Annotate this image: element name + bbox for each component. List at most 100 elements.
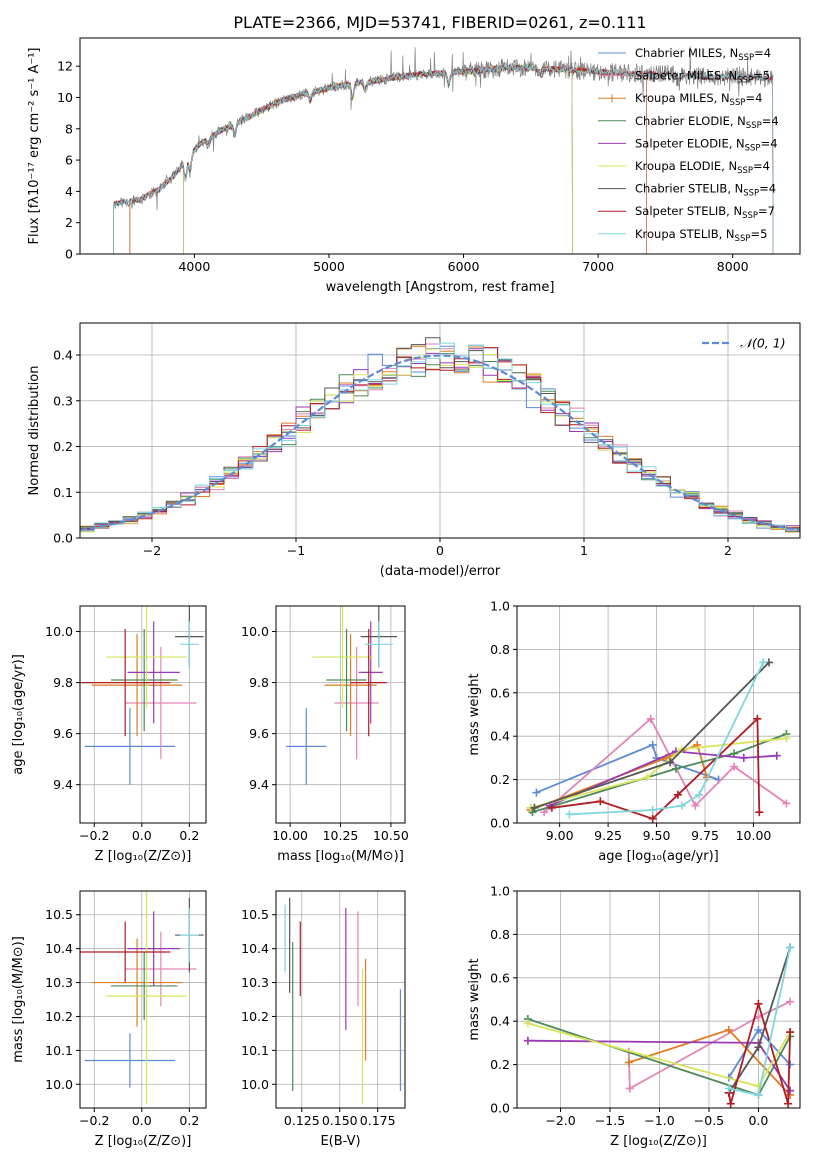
x-tick-label: 0.150 xyxy=(322,1113,358,1128)
axes-frame: −0.2 0.0 0.2 10.0 10.1 10.2 10.3 10.4 10.5 Z [log… xyxy=(11,890,207,1149)
y-tick-label: 10.1 xyxy=(241,1043,269,1058)
weight-marker xyxy=(724,1084,733,1093)
legend-label: 𝒩(0, 1) xyxy=(740,336,786,351)
y-tick-label: 10.2 xyxy=(241,1009,269,1024)
y-tick-label: 9.8 xyxy=(53,675,73,690)
spectrum-line xyxy=(183,64,573,254)
weight-marker xyxy=(691,801,700,810)
axes-frame: 4000 5000 6000 7000 8000 0 2 4 6 8 10 12 wavelength … xyxy=(27,37,801,295)
plot-area xyxy=(80,606,204,785)
legend-value: =4 xyxy=(754,46,771,60)
y-tick-label: 10 xyxy=(57,90,73,105)
y-tick-label: 9.6 xyxy=(53,726,73,741)
weight-marker xyxy=(754,1043,763,1052)
y-tick-label: 10.0 xyxy=(45,624,73,639)
x-tick-label: 0.0 xyxy=(132,828,152,843)
axes-frame: 9.00 9.25 9.50 9.75 10.00 0.0 0.2 0.4 0.6 0.8 1.0 a… xyxy=(467,599,801,864)
weight-marker xyxy=(730,762,739,771)
x-axis-label: Z [log₁₀(Z/Z⊙)] xyxy=(610,1134,707,1149)
spectrum-line xyxy=(129,64,647,254)
weight-marker xyxy=(786,1028,795,1037)
y-tick-label: 0.2 xyxy=(490,772,510,787)
x-tick-label: 10.50 xyxy=(373,828,409,843)
weight-marker xyxy=(648,740,657,749)
legend-subscript: SSP xyxy=(730,98,746,108)
x-tick-label: 10.00 xyxy=(736,828,772,843)
legend-subscript: SSP xyxy=(737,166,753,176)
weight-marker xyxy=(753,714,762,723)
y-tick-label: 0.3 xyxy=(53,393,73,408)
axes-box xyxy=(79,890,207,1109)
axes-frame: −2 −1 0 1 2 0.0 0.1 0.2 0.3 0.4 (data-model)/error… xyxy=(27,322,801,579)
legend-value: =7 xyxy=(758,204,775,218)
legend-value: =4 xyxy=(761,136,778,150)
weight-line xyxy=(534,661,770,809)
x-axis-label: wavelength [Angstrom, rest frame] xyxy=(326,280,555,295)
legend-subscript: SSP xyxy=(735,234,751,244)
y-tick-label: 0.0 xyxy=(53,531,73,546)
y-tick-label: 10.0 xyxy=(45,1077,73,1092)
histogram-steps xyxy=(80,342,800,538)
axes-frame: −2.0 −1.5 −1.0 −0.5 0.0 0.0 0.2 0.4 0.6 0.8 1.0 Z [… xyxy=(467,884,801,1149)
legend-label: Chabrier MILES, NSSP=4 xyxy=(635,46,771,63)
x-tick-label: −1.0 xyxy=(644,1113,674,1128)
x-axis-label: E(B-V) xyxy=(320,1134,360,1149)
weight-marker xyxy=(724,1025,733,1034)
y-tick-label: 12 xyxy=(57,59,73,74)
weight-marker xyxy=(523,1036,532,1045)
age-vs-mass-panel: 10.00 10.25 10.50 9.4 9.6 9.8 10.0 mass [log₁₀(… xyxy=(241,605,409,864)
weight-marker xyxy=(625,1084,634,1093)
axes-box xyxy=(79,605,207,824)
x-tick-label: 2 xyxy=(724,543,732,558)
legend-label: Salpeter STELIB, NSSP=7 xyxy=(635,204,775,221)
spectrum-panel: 4000 5000 6000 7000 8000 0 2 4 6 8 10 12 wavelength … xyxy=(27,37,801,295)
weight-line xyxy=(627,1000,791,1091)
x-axis-label: Z [log₁₀(Z/Z⊙)] xyxy=(95,849,192,864)
x-axis-label: Z [log₁₀(Z/Z⊙)] xyxy=(95,1134,192,1149)
weight-marker xyxy=(671,764,680,773)
y-tick-label: 9.8 xyxy=(249,675,269,690)
legend-subscript: SSP xyxy=(745,143,761,153)
x-axis-label: (data-model)/error xyxy=(380,564,501,579)
y-tick-label: 0.1 xyxy=(53,485,73,500)
legend-subscript: SSP xyxy=(746,121,762,131)
weight-line xyxy=(728,947,791,1094)
weight-line xyxy=(527,1039,791,1092)
gaussian-curve xyxy=(80,354,800,532)
y-axis-label: age [log₁₀(age/yr)] xyxy=(11,654,26,775)
spectrum-line xyxy=(129,64,647,254)
y-tick-label: 10.1 xyxy=(45,1043,73,1058)
weight-marker xyxy=(782,734,791,743)
y-tick-label: 10.0 xyxy=(241,1077,269,1092)
y-tick-label: 0.2 xyxy=(490,1057,510,1072)
x-tick-label: 0.2 xyxy=(179,1113,199,1128)
x-tick-label: −0.5 xyxy=(694,1113,724,1128)
legend-label: Salpeter ELODIE, NSSP=4 xyxy=(635,136,778,153)
y-tick-label: 10.3 xyxy=(45,975,73,990)
plot-area xyxy=(80,337,800,538)
legend-value: =5 xyxy=(750,227,767,241)
x-tick-label: 10.25 xyxy=(323,828,359,843)
y-tick-label: 6 xyxy=(65,153,73,168)
weight-marker xyxy=(646,714,655,723)
weight-marker xyxy=(547,803,556,812)
x-tick-label: 10.00 xyxy=(272,828,308,843)
y-tick-label: 0.2 xyxy=(53,439,73,454)
y-tick-label: 10.4 xyxy=(45,941,73,956)
weight-marker xyxy=(648,805,657,814)
x-tick-label: −0.2 xyxy=(79,1113,109,1128)
y-axis-label: mass weight xyxy=(467,958,482,1040)
weight-marker xyxy=(754,1025,763,1034)
figure-title: PLATE=2366, MJD=53741, FIBERID=0261, z=0… xyxy=(233,13,646,32)
y-tick-label: 0.8 xyxy=(490,927,510,942)
x-tick-label: −0.2 xyxy=(79,828,109,843)
weight-marker xyxy=(666,758,675,767)
legend-label: Kroupa MILES, NSSP=4 xyxy=(635,91,762,108)
weight-vs-age-panel: 9.00 9.25 9.50 9.75 10.00 0.0 0.2 0.4 0.6 0.8 1.0 a… xyxy=(467,599,801,864)
x-tick-label: 9.75 xyxy=(691,828,719,843)
x-tick-label: 6000 xyxy=(448,259,480,274)
x-tick-label: −1 xyxy=(287,543,305,558)
y-tick-label: 10.3 xyxy=(241,975,269,990)
y-tick-label: 10.4 xyxy=(241,941,269,956)
